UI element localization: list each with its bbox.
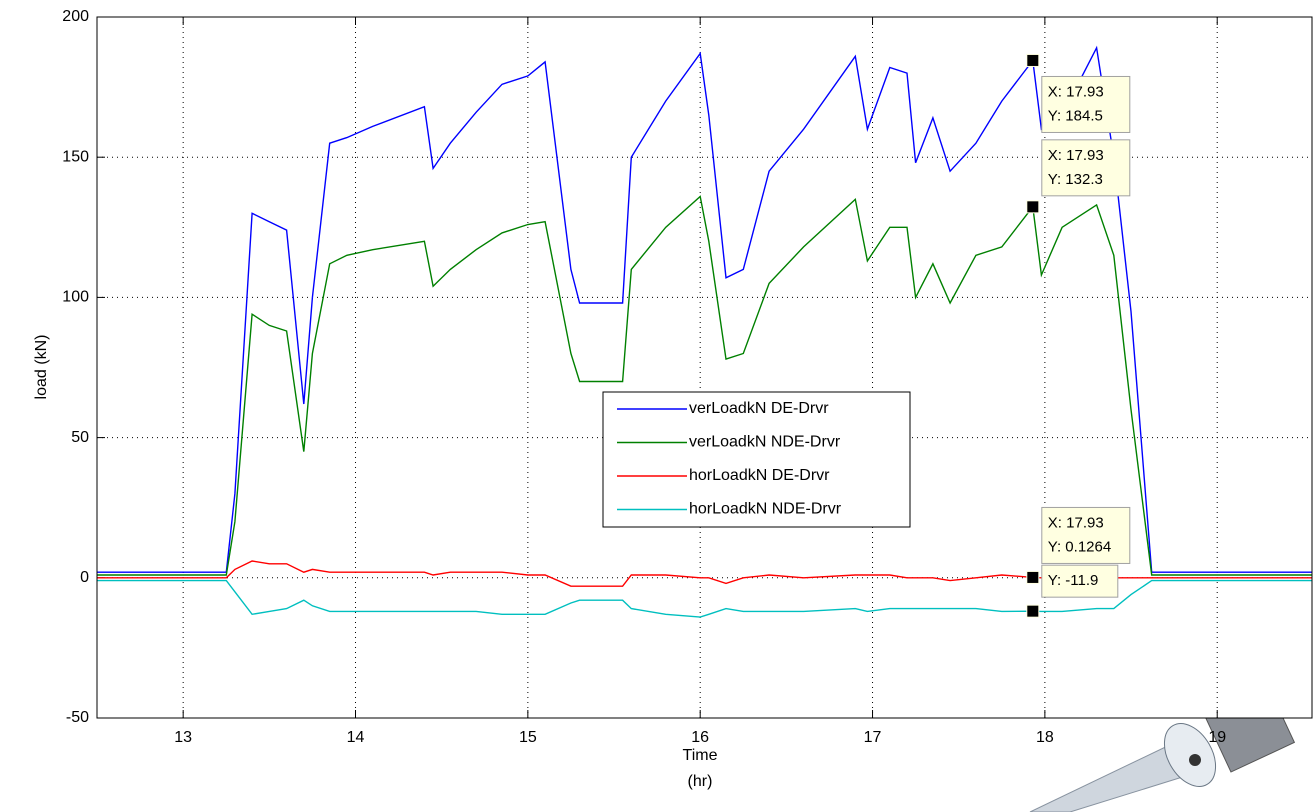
x-tick-label: 17 <box>864 729 882 746</box>
x-axis-label: Time <box>683 747 718 764</box>
data-tip-marker <box>1027 571 1039 583</box>
data-tip-text: Y: -11.9 <box>1048 572 1099 589</box>
x-tick-label: 19 <box>1208 729 1226 746</box>
y-tick-label: 50 <box>71 429 89 446</box>
x-tick-label: 18 <box>1036 729 1054 746</box>
data-tip-text: Y: 132.3 <box>1048 171 1103 188</box>
legend: verLoadkN DE-Drvr verLoadkN NDE-Drvr horLo… <box>603 392 910 527</box>
x-tick-label: 13 <box>174 729 192 746</box>
y-tick-label: 100 <box>62 289 89 306</box>
y-axis-label: load (kN) <box>33 335 50 400</box>
data-tip-marker <box>1027 605 1039 617</box>
data-tip-text: X: 17.93 <box>1048 83 1104 100</box>
data-tip-text: X: 17.93 <box>1048 514 1104 531</box>
x-axis-label: (hr) <box>688 773 713 790</box>
y-tick-label: 200 <box>62 8 89 25</box>
legend-label: horLoadkN DE-Drvr <box>689 467 830 484</box>
x-tick-label: 14 <box>347 729 365 746</box>
x-tick-label: 15 <box>519 729 537 746</box>
data-tip-text: X: 17.93 <box>1048 147 1104 164</box>
data-tip-marker <box>1027 201 1039 213</box>
chart: load (kN) Time (hr) -50 0 50 100 150 200 13 14 1… <box>0 0 1313 812</box>
y-tick-label: -50 <box>66 709 89 726</box>
x-tick-label: 16 <box>691 729 709 746</box>
data-tip-text: Y: 0.1264 <box>1048 538 1111 555</box>
data-tip-text: Y: 184.5 <box>1048 107 1103 124</box>
y-tick-label: 150 <box>62 148 89 165</box>
legend-label: verLoadkN NDE-Drvr <box>689 434 841 451</box>
y-tick-label: 0 <box>80 569 89 586</box>
legend-label: verLoadkN DE-Drvr <box>689 400 829 417</box>
data-tip-marker <box>1027 54 1039 66</box>
legend-label: horLoadkN NDE-Drvr <box>689 501 842 518</box>
